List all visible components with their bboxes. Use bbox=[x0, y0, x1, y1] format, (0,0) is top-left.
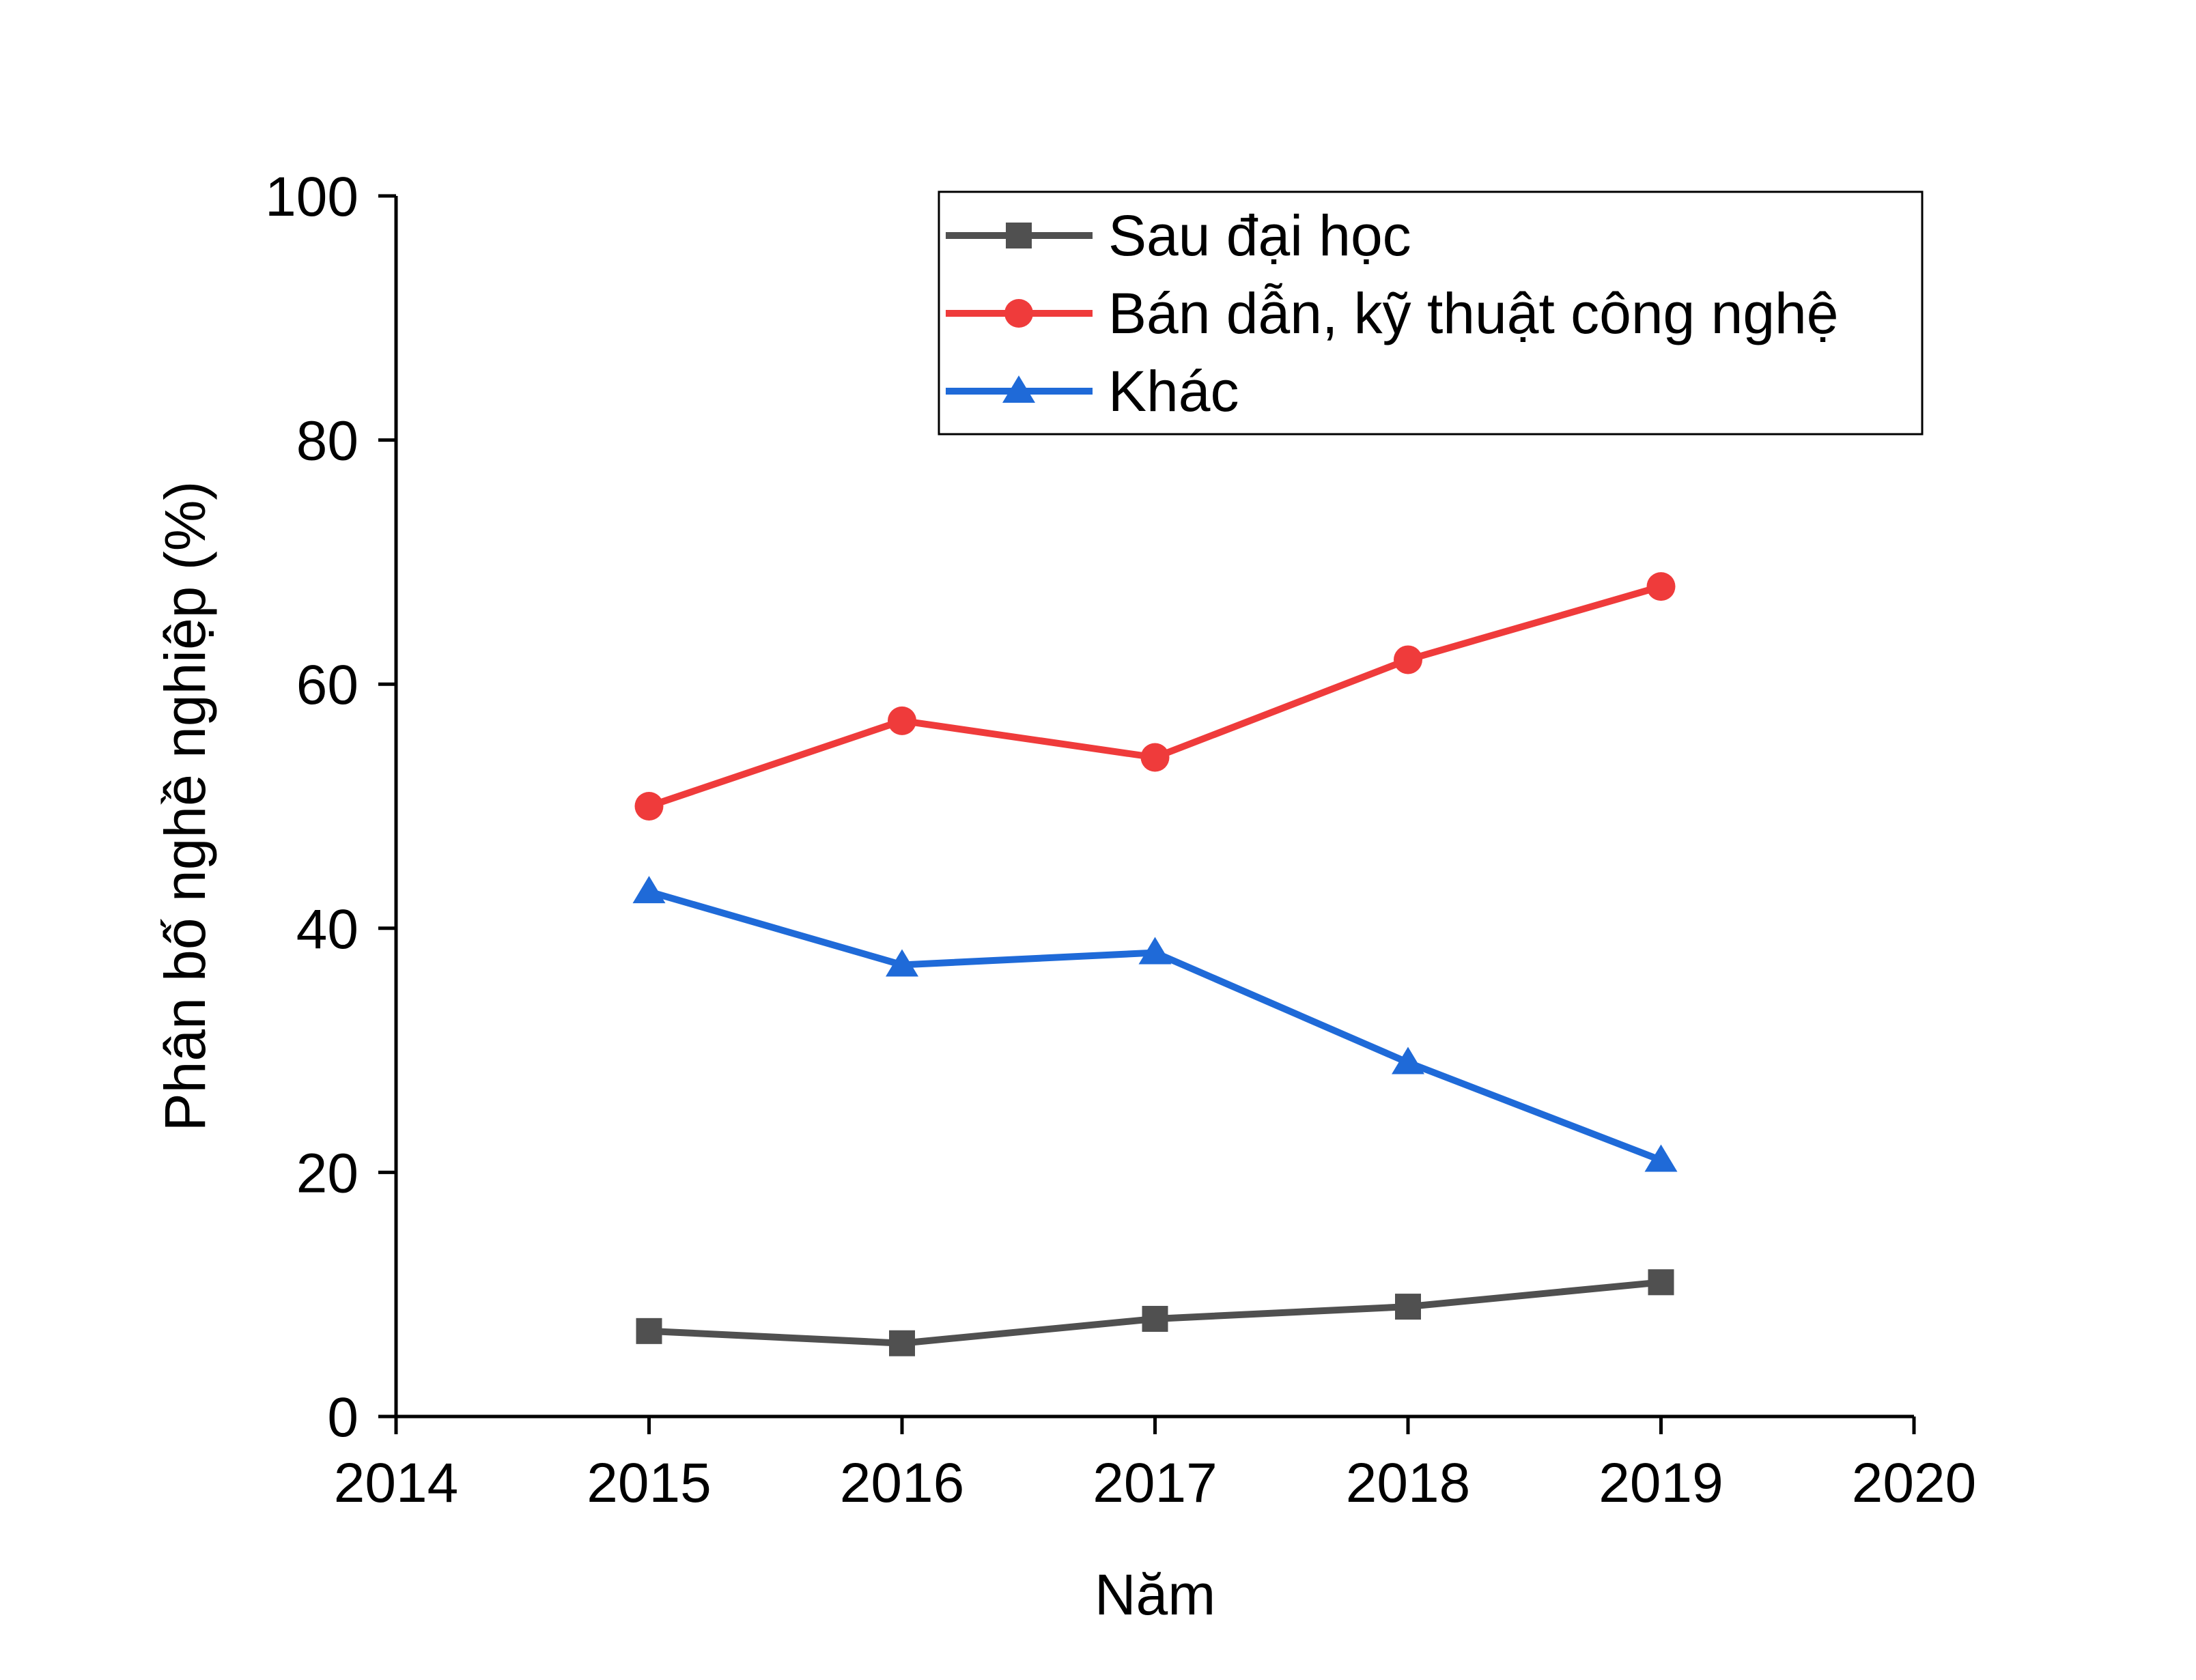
data-point bbox=[1648, 1269, 1674, 1296]
legend-marker bbox=[1006, 223, 1032, 248]
x-tick-label: 2014 bbox=[334, 1452, 458, 1514]
x-axis-title: Năm bbox=[1095, 1563, 1215, 1627]
data-point bbox=[1392, 1047, 1424, 1074]
data-point bbox=[1644, 1144, 1678, 1172]
x-tick-label: 2020 bbox=[1852, 1452, 1976, 1514]
legend-item: Sau đại học bbox=[946, 203, 1411, 268]
y-tick-label: 60 bbox=[296, 654, 358, 716]
legend-item: Khác bbox=[946, 359, 1239, 423]
legend-box bbox=[938, 190, 1924, 436]
data-point bbox=[888, 706, 916, 735]
y-tick-label: 20 bbox=[296, 1142, 358, 1204]
data-point bbox=[886, 949, 918, 977]
legend-label: Bán dẫn, kỹ thuật công nghệ bbox=[1108, 281, 1838, 345]
data-point bbox=[1394, 645, 1422, 674]
x-tick-label: 2017 bbox=[1093, 1452, 1217, 1514]
y-tick-label: 40 bbox=[296, 898, 358, 960]
legend-marker bbox=[1002, 375, 1035, 403]
data-point bbox=[1140, 743, 1170, 772]
legend-label: Sau đại học bbox=[1108, 203, 1411, 268]
y-tick-label: 80 bbox=[296, 410, 358, 472]
data-point bbox=[1138, 937, 1172, 965]
legend-marker bbox=[1004, 299, 1033, 328]
data-point bbox=[1395, 1294, 1421, 1320]
plot-area bbox=[632, 572, 1678, 1356]
data-point bbox=[632, 876, 666, 904]
x-tick-label: 2015 bbox=[587, 1452, 711, 1514]
legend-item: Bán dẫn, kỹ thuật công nghệ bbox=[946, 281, 1838, 345]
x-tick-label: 2016 bbox=[840, 1452, 964, 1514]
y-tick-label: 100 bbox=[265, 166, 358, 228]
series-2 bbox=[634, 572, 1676, 821]
y-tick-label: 0 bbox=[327, 1386, 358, 1449]
axes: 2014 2015 2016 2017 2018 2019 2020 0 20 40 60 80 100 bbox=[265, 166, 1976, 1514]
data-point bbox=[1646, 572, 1676, 601]
x-tick-label: 2019 bbox=[1599, 1452, 1723, 1514]
data-point bbox=[636, 1318, 662, 1344]
data-point bbox=[634, 792, 664, 821]
legend: Sau đại học Bán dẫn, kỹ thuật công nghệ Kh… bbox=[938, 190, 1924, 436]
series-1 bbox=[636, 1269, 1674, 1356]
legend-label: Khác bbox=[1108, 359, 1239, 423]
y-axis-title: Phân bố nghề nghiệp (%) bbox=[153, 481, 217, 1132]
series-3 bbox=[632, 876, 1678, 1172]
x-tick-label: 2018 bbox=[1346, 1452, 1470, 1514]
data-point bbox=[889, 1330, 915, 1356]
data-point bbox=[1142, 1305, 1168, 1332]
